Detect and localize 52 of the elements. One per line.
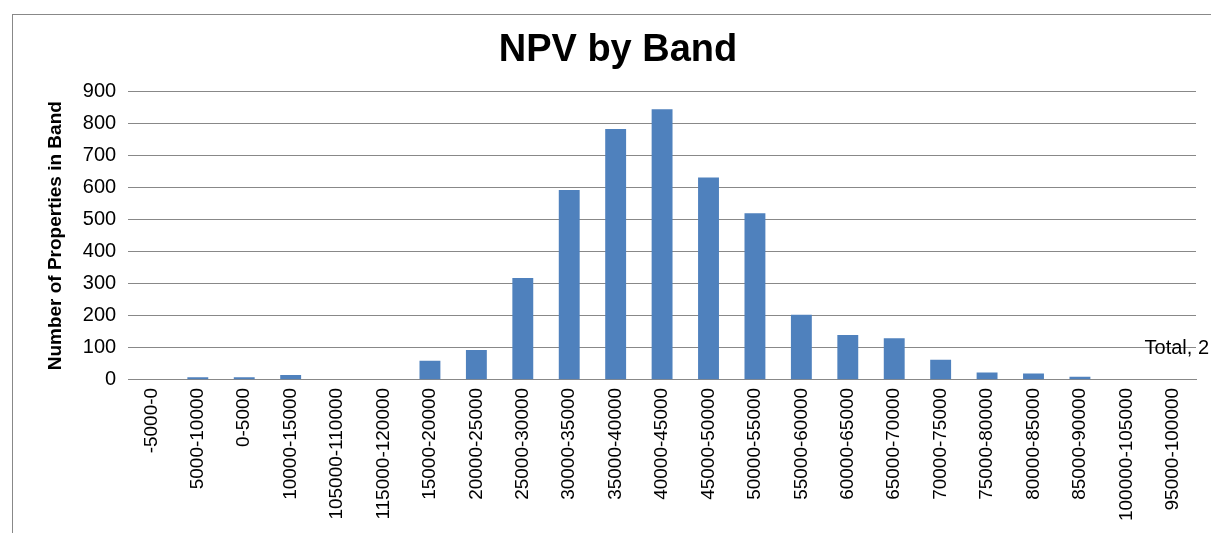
y-tick-label: 500 (82, 207, 117, 230)
x-tick-label: 100000-105000 (1114, 387, 1136, 522)
x-tick-label: 65000-70000 (882, 387, 904, 500)
y-tick-label: 100 (82, 335, 117, 358)
x-tick-label: 80000-85000 (1021, 387, 1043, 500)
bar (930, 359, 952, 380)
x-tick-label: -5000-0 (139, 387, 161, 454)
x-tick-label: 60000-65000 (836, 387, 858, 500)
bar (419, 360, 441, 380)
x-tick-label: 40000-45000 (650, 387, 672, 500)
x-tick-label: 35000-40000 (603, 387, 625, 500)
x-tick-label: 85000-90000 (1068, 387, 1090, 500)
bar (605, 129, 627, 380)
y-tick-label: 200 (82, 303, 117, 326)
x-tick-label: 105000-110000 (325, 387, 347, 520)
x-tick-label: 10000-15000 (278, 387, 300, 500)
y-tick-label: 600 (82, 175, 117, 198)
x-tick-label: 45000-50000 (696, 387, 718, 500)
x-tick-label: 95000-100000 (1161, 387, 1183, 511)
bar (790, 314, 812, 380)
chart-title: NPV by Band (498, 27, 738, 70)
x-tick-label: 115000-120000 (371, 387, 393, 520)
x-tick-label: 5000-10000 (186, 387, 208, 490)
y-axis-title: Number of Properties in Band (43, 101, 65, 371)
y-tick-label: 300 (82, 271, 117, 294)
bar (233, 377, 255, 380)
x-tick-label: 50000-55000 (743, 387, 765, 500)
x-tick-label: 15000-20000 (418, 387, 440, 500)
y-tick-label: 400 (82, 239, 117, 262)
bar (558, 189, 580, 380)
x-tick-label: 75000-80000 (975, 387, 997, 500)
bar (187, 377, 209, 380)
x-tick-label: 55000-60000 (789, 387, 811, 500)
bar (1023, 373, 1044, 380)
bar (512, 278, 534, 380)
bar (651, 109, 673, 380)
bar (837, 335, 859, 380)
annotation: Total, 2 (1144, 335, 1209, 358)
bar (744, 213, 766, 380)
y-tick-label: 800 (82, 111, 117, 134)
bar (698, 177, 719, 380)
bar (465, 350, 487, 380)
x-tick-label: 70000-75000 (928, 387, 950, 500)
bar (280, 375, 302, 380)
bar (883, 338, 905, 380)
y-tick-label: 700 (82, 143, 117, 166)
x-tick-label: 30000-35000 (557, 387, 579, 500)
y-tick-label: 0 (105, 367, 117, 390)
x-tick-label: 25000-30000 (511, 387, 533, 500)
x-tick-label: 0-5000 (232, 387, 254, 448)
x-tick-label: 20000-25000 (464, 387, 486, 500)
y-tick-label: 900 (82, 79, 117, 102)
